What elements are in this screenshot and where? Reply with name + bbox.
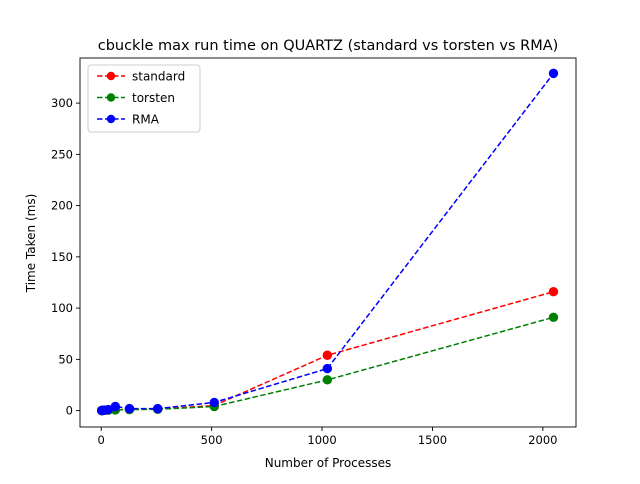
x-tick-label: 1000 [307,433,336,447]
y-tick-label: 250 [51,147,73,161]
data-point-rma [209,397,219,408]
y-tick-label: 150 [51,250,73,264]
legend-label-torsten: torsten [132,91,175,105]
data-point-rma [322,363,333,374]
data-point-standard [548,287,559,297]
y-tick-label: 100 [51,301,73,315]
data-point-rma [124,403,135,414]
y-tick-label: 300 [51,96,73,110]
y-tick-label: 0 [66,404,73,418]
legend-marker-standard [106,71,116,81]
legend-label-rma: RMA [132,113,160,127]
legend-box [87,64,201,133]
data-point-torsten [548,312,559,323]
chart-title: cbuckle max run time on QUARTZ (standard… [98,38,559,54]
data-point-rma [153,403,163,414]
data-point-torsten [322,375,333,385]
legend: standard torsten RMA [87,64,201,133]
y-tick-label: 200 [51,199,73,213]
x-tick-label: 2000 [528,433,557,447]
x-axis-label: Number of Processes [265,456,392,470]
y-axis-label: Time Taken (ms) [24,194,38,294]
legend-marker-torsten [106,93,116,102]
plot-frame [79,57,577,428]
data-point-rma [110,401,121,412]
data-point-rma [548,68,559,79]
legend-label-standard: standard [132,70,185,84]
x-tick-label: 0 [98,433,105,447]
legend-marker-rma [106,114,116,124]
x-tick-label: 1500 [418,433,447,447]
x-tick-label: 500 [201,433,223,447]
plot-area: 0 500 1000 1500 2000 0 50 100 150 200 250 300 [51,57,577,447]
y-tick-label: 50 [58,352,73,366]
data-point-standard [322,350,333,360]
